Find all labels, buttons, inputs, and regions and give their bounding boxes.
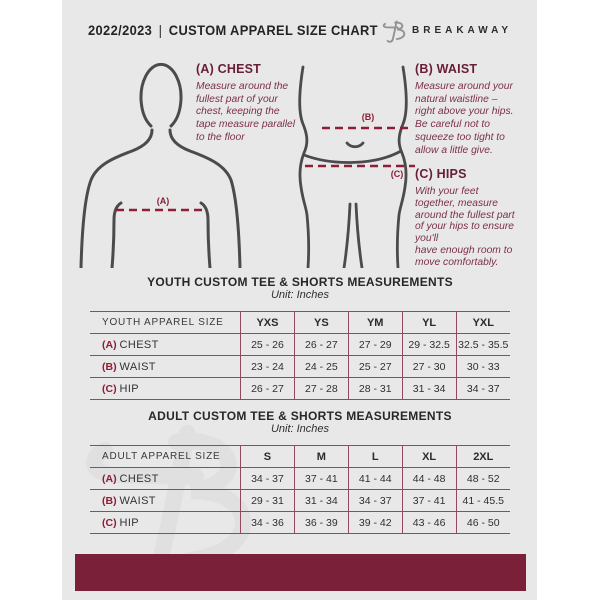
adult-table-title: ADULT CUSTOM TEE & SHORTS MEASUREMENTS <box>148 409 452 423</box>
size-column-header: YM <box>347 311 403 334</box>
table-cell: 31 - 34 <box>401 377 457 400</box>
row-header: (C) HIP <box>90 377 241 400</box>
table-cell: 34 - 36 <box>240 511 295 534</box>
hips-heading: (C) HIPS <box>415 167 467 181</box>
size-column-header: S <box>240 445 295 468</box>
row-key: (A) <box>102 338 117 351</box>
size-column-header: YL <box>401 311 457 334</box>
youth-corner-header: YOUTH APPAREL SIZE <box>90 311 241 334</box>
adult-corner-header: ADULT APPAREL SIZE <box>90 445 241 468</box>
youth-chest-row: (A) CHEST 25 - 26 26 - 27 27 - 29 29 - 3… <box>90 333 510 356</box>
table-cell: 23 - 24 <box>240 355 295 378</box>
youth-size-table: YOUTH APPAREL SIZE YXS YS YM YL YXL (A) … <box>90 311 510 400</box>
size-column-header: M <box>293 445 349 468</box>
youth-header-row: YOUTH APPAREL SIZE YXS YS YM YL YXL <box>90 311 510 334</box>
table-cell: 37 - 41 <box>401 489 457 512</box>
table-cell: 39 - 42 <box>347 511 403 534</box>
youth-table-title: YOUTH CUSTOM TEE & SHORTS MEASUREMENTS <box>147 275 453 289</box>
table-cell: 27 - 29 <box>347 333 403 356</box>
row-header: (B) WAIST <box>90 489 241 512</box>
brand-name: BREAKAWAY <box>412 25 513 36</box>
adult-chest-row: (A) CHEST 34 - 37 37 - 41 41 - 44 44 - 4… <box>90 467 510 490</box>
table-cell: 34 - 37 <box>455 377 510 400</box>
table-cell: 41 - 45.5 <box>455 489 510 512</box>
size-column-header: L <box>347 445 403 468</box>
size-column-header: XL <box>401 445 457 468</box>
youth-hip-row: (C) HIP 26 - 27 27 - 28 28 - 31 31 - 34 … <box>90 377 510 400</box>
table-cell: 25 - 27 <box>347 355 403 378</box>
document-title: 2022/2023 | CUSTOM APPAREL SIZE CHART <box>88 22 378 38</box>
table-cell: 36 - 39 <box>293 511 349 534</box>
table-cell: 34 - 37 <box>240 467 295 490</box>
table-cell: 26 - 27 <box>293 333 349 356</box>
chest-marker-label: (A) <box>156 196 170 206</box>
footer-bar <box>75 554 526 591</box>
table-cell: 34 - 37 <box>347 489 403 512</box>
youth-table-unit: Unit: Inches <box>270 289 330 301</box>
size-column-header: 2XL <box>455 445 510 468</box>
chest-heading: (A) CHEST <box>196 62 261 76</box>
chest-instructions: Measure around the fullest part of your … <box>196 81 296 143</box>
row-label: CHEST <box>119 338 159 351</box>
row-key: (C) <box>102 516 117 529</box>
adult-table-unit: Unit: Inches <box>270 423 330 435</box>
table-cell: 28 - 31 <box>347 377 403 400</box>
row-label: HIP <box>119 382 140 395</box>
table-cell: 32.5 - 35.5 <box>455 333 510 356</box>
youth-waist-row: (B) WAIST 23 - 24 24 - 25 25 - 27 27 - 3… <box>90 355 510 378</box>
adult-hip-row: (C) HIP 34 - 36 36 - 39 39 - 42 43 - 46 … <box>90 511 510 534</box>
row-header: (C) HIP <box>90 511 241 534</box>
row-header: (A) CHEST <box>90 467 241 490</box>
table-cell: 41 - 44 <box>347 467 403 490</box>
lower-body-diagram <box>298 65 415 268</box>
row-label: WAIST <box>119 360 156 373</box>
title-text: CUSTOM APPAREL SIZE CHART <box>168 22 378 38</box>
waist-instructions: Measure around your natural waistline – … <box>415 81 514 156</box>
waist-marker-label: (B) <box>361 112 375 122</box>
adult-waist-row: (B) WAIST 29 - 31 31 - 34 34 - 37 37 - 4… <box>90 489 510 512</box>
waist-heading: (B) WAIST <box>415 62 478 76</box>
row-key: (C) <box>102 382 117 395</box>
row-header: (A) CHEST <box>90 333 241 356</box>
row-label: HIP <box>119 516 140 529</box>
table-cell: 43 - 46 <box>401 511 457 534</box>
table-cell: 29 - 32.5 <box>401 333 457 356</box>
hips-instructions: With your feet together, measure around … <box>415 186 515 268</box>
table-cell: 27 - 28 <box>293 377 349 400</box>
size-column-header: YXL <box>455 311 510 334</box>
row-header: (B) WAIST <box>90 355 241 378</box>
table-cell: 27 - 30 <box>401 355 457 378</box>
table-cell: 25 - 26 <box>240 333 295 356</box>
size-column-header: YXS <box>240 311 295 334</box>
table-cell: 29 - 31 <box>240 489 295 512</box>
table-cell: 37 - 41 <box>293 467 349 490</box>
row-key: (A) <box>102 472 117 485</box>
breakaway-b-logo-icon <box>382 20 406 43</box>
title-divider: | <box>158 22 163 38</box>
table-cell: 46 - 50 <box>455 511 510 534</box>
row-key: (B) <box>102 494 117 507</box>
title-year: 2022/2023 <box>88 22 153 38</box>
table-cell: 44 - 48 <box>401 467 457 490</box>
table-cell: 30 - 33 <box>455 355 510 378</box>
adult-header-row: ADULT APPAREL SIZE S M L XL 2XL <box>90 445 510 468</box>
row-key: (B) <box>102 360 117 373</box>
row-label: CHEST <box>119 472 159 485</box>
table-cell: 31 - 34 <box>293 489 349 512</box>
torso-diagram <box>79 63 242 268</box>
table-cell: 48 - 52 <box>455 467 510 490</box>
size-column-header: YS <box>293 311 349 334</box>
table-cell: 24 - 25 <box>293 355 349 378</box>
table-cell: 26 - 27 <box>240 377 295 400</box>
row-label: WAIST <box>119 494 156 507</box>
adult-size-table: ADULT APPAREL SIZE S M L XL 2XL (A) CHES… <box>90 445 510 534</box>
hips-marker-label: (C) <box>390 169 404 179</box>
